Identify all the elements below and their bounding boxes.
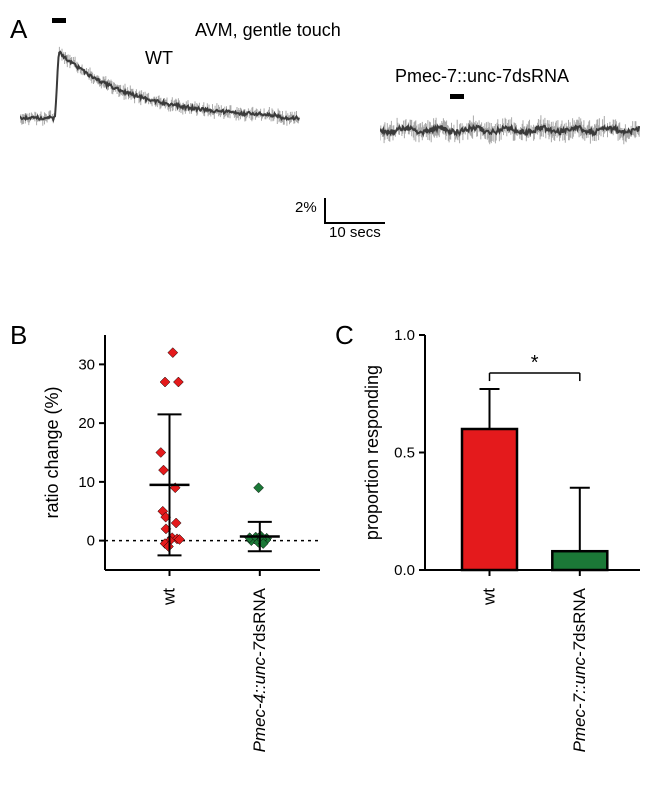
trace-wt (20, 28, 300, 168)
svg-text:proportion responding: proportion responding (362, 365, 382, 540)
scale-x-label: 10 secs (329, 224, 381, 241)
svg-text:Pmec-4::unc-7dsRNA: Pmec-4::unc-7dsRNA (250, 587, 269, 752)
panel-c-bar: 0.0 0.5 1.0 * proportion responding wt Pmec-7:… (360, 320, 650, 760)
svg-text:wt: wt (480, 588, 499, 606)
trace-pmec (380, 50, 640, 190)
stim-bar-wt (52, 18, 66, 23)
svg-text:20: 20 (78, 415, 95, 432)
panel-c-label: C (335, 320, 354, 351)
svg-text:Pmec-7::unc-7dsRNA: Pmec-7::unc-7dsRNA (570, 587, 589, 752)
panel-b-scatter: 0 10 20 30ratio change (%)wt Pmec-4::unc-7ds… (40, 320, 330, 760)
svg-text:0.5: 0.5 (394, 445, 415, 462)
svg-text:1.0: 1.0 (394, 327, 415, 344)
svg-text:wt: wt (160, 588, 179, 606)
panel-b-label: B (10, 320, 27, 351)
svg-text:0.0: 0.0 (394, 562, 415, 579)
svg-text:*: * (531, 352, 539, 374)
svg-text:30: 30 (78, 356, 95, 373)
scale-y-label: 2% (295, 199, 317, 216)
svg-text:0: 0 (87, 533, 95, 550)
svg-text:10: 10 (78, 474, 95, 491)
svg-text:ratio change (%): ratio change (%) (42, 386, 62, 518)
